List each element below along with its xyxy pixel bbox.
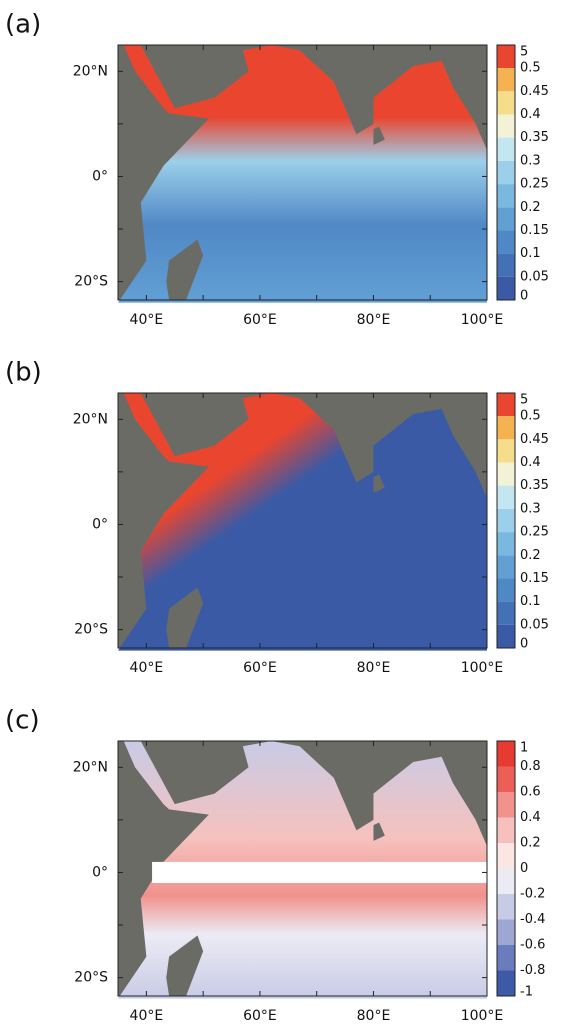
colorbar-bin — [497, 509, 515, 532]
lat-label: 0° — [92, 516, 108, 532]
colorbar-label: 0.35 — [520, 478, 549, 493]
colorbar-bin — [497, 91, 515, 114]
colorbar-label: -0.6 — [520, 938, 545, 953]
equator-gap — [152, 862, 487, 883]
colorbar-bin — [497, 843, 515, 869]
lat-label: 20°S — [74, 274, 108, 290]
colorbar-bin — [497, 792, 515, 818]
colorbar-label: 0.2 — [520, 548, 541, 563]
lat-label: 20°N — [73, 63, 108, 79]
colorbar-label: 0.5 — [520, 409, 541, 424]
colorbar-label: 0 — [520, 289, 528, 304]
colorbar-label: 0.25 — [520, 177, 549, 192]
colorbar-bin — [497, 555, 515, 578]
colorbar-label: 0.45 — [520, 84, 549, 99]
colorbar-label: 0 — [520, 861, 528, 876]
colorbar-label: 0.3 — [520, 153, 541, 168]
colorbar-bin — [497, 393, 515, 416]
colorbar-label: 0.35 — [520, 130, 549, 145]
colorbar-bin — [497, 463, 515, 486]
colorbar-label: -1 — [520, 985, 533, 1000]
colorbar-label: 0.45 — [520, 432, 549, 447]
colorbar-bin — [497, 45, 515, 68]
lon-label: 40°E — [130, 312, 164, 328]
lon-label: 100°E — [461, 1008, 504, 1024]
colorbar-bin — [497, 869, 515, 895]
lon-label: 100°E — [461, 660, 504, 676]
colorbar-label: 5 — [520, 45, 528, 60]
colorbar-bin — [497, 894, 515, 920]
lon-label: 80°E — [357, 312, 391, 328]
colorbar-label: 0.5 — [520, 61, 541, 76]
colorbar-label: -0.8 — [520, 963, 545, 978]
lat-label: 0° — [92, 864, 108, 880]
colorbar-bin — [497, 920, 515, 946]
lon-label: 80°E — [357, 1008, 391, 1024]
lon-label: 60°E — [243, 312, 277, 328]
lon-label: 60°E — [243, 660, 277, 676]
colorbar-label: 0 — [520, 637, 528, 652]
colorbar-label: 0.05 — [520, 617, 549, 632]
colorbar-bin — [497, 625, 515, 648]
colorbar-label: 5 — [520, 393, 528, 408]
lat-label: 20°N — [73, 411, 108, 427]
panel-label: (a) — [5, 10, 41, 40]
colorbar-label: 0.3 — [520, 501, 541, 516]
colorbar-bin — [497, 138, 515, 161]
colorbar-bin — [497, 945, 515, 971]
colorbar-label: 0.4 — [520, 107, 541, 122]
colorbar-bin — [497, 277, 515, 300]
colorbar-bin — [497, 602, 515, 625]
colorbar-bin — [497, 971, 515, 997]
lat-label: 0° — [92, 168, 108, 184]
colorbar-bin — [497, 578, 515, 601]
colorbar-label: 0.1 — [520, 246, 541, 261]
colorbar-label: -0.2 — [520, 887, 545, 902]
colorbar-label: 0.2 — [520, 200, 541, 215]
panel-label: (b) — [5, 358, 42, 388]
colorbar-label: 0.15 — [520, 223, 549, 238]
colorbar-label: 0.4 — [520, 810, 541, 825]
panel-label: (c) — [5, 706, 40, 736]
colorbar-bin — [497, 184, 515, 207]
colorbar-bin — [497, 68, 515, 91]
colorbar-bin — [497, 532, 515, 555]
colorbar-bin — [497, 254, 515, 277]
lon-label: 60°E — [243, 1008, 277, 1024]
lon-label: 40°E — [130, 660, 164, 676]
colorbar-bin — [497, 161, 515, 184]
figure: (a)20°N0°20°S40°E60°E80°E100°E50.50.450.… — [0, 0, 572, 1035]
lat-label: 20°N — [73, 759, 108, 775]
colorbar-label: 0.1 — [520, 594, 541, 609]
colorbar-label: -0.4 — [520, 912, 545, 927]
colorbar-bin — [497, 207, 515, 230]
colorbar-label: 1 — [520, 741, 528, 756]
colorbar-bin — [497, 767, 515, 793]
colorbar-label: 0.6 — [520, 785, 541, 800]
lat-label: 20°S — [74, 622, 108, 638]
colorbar-bin — [497, 230, 515, 253]
colorbar-bin — [497, 486, 515, 509]
lat-label: 20°S — [74, 970, 108, 986]
colorbar-label: 0.25 — [520, 525, 549, 540]
colorbar-bin — [497, 818, 515, 844]
colorbar-bin — [497, 416, 515, 439]
colorbar-label: 0.15 — [520, 571, 549, 586]
lon-label: 80°E — [357, 660, 391, 676]
colorbar-bin — [497, 439, 515, 462]
colorbar-bin — [497, 115, 515, 138]
colorbar-bin — [497, 741, 515, 767]
colorbar-label: 0.8 — [520, 759, 541, 774]
colorbar-label: 0.05 — [520, 269, 549, 284]
colorbar-label: 0.2 — [520, 836, 541, 851]
lon-label: 40°E — [130, 1008, 164, 1024]
lon-label: 100°E — [461, 312, 504, 328]
colorbar-label: 0.4 — [520, 455, 541, 470]
